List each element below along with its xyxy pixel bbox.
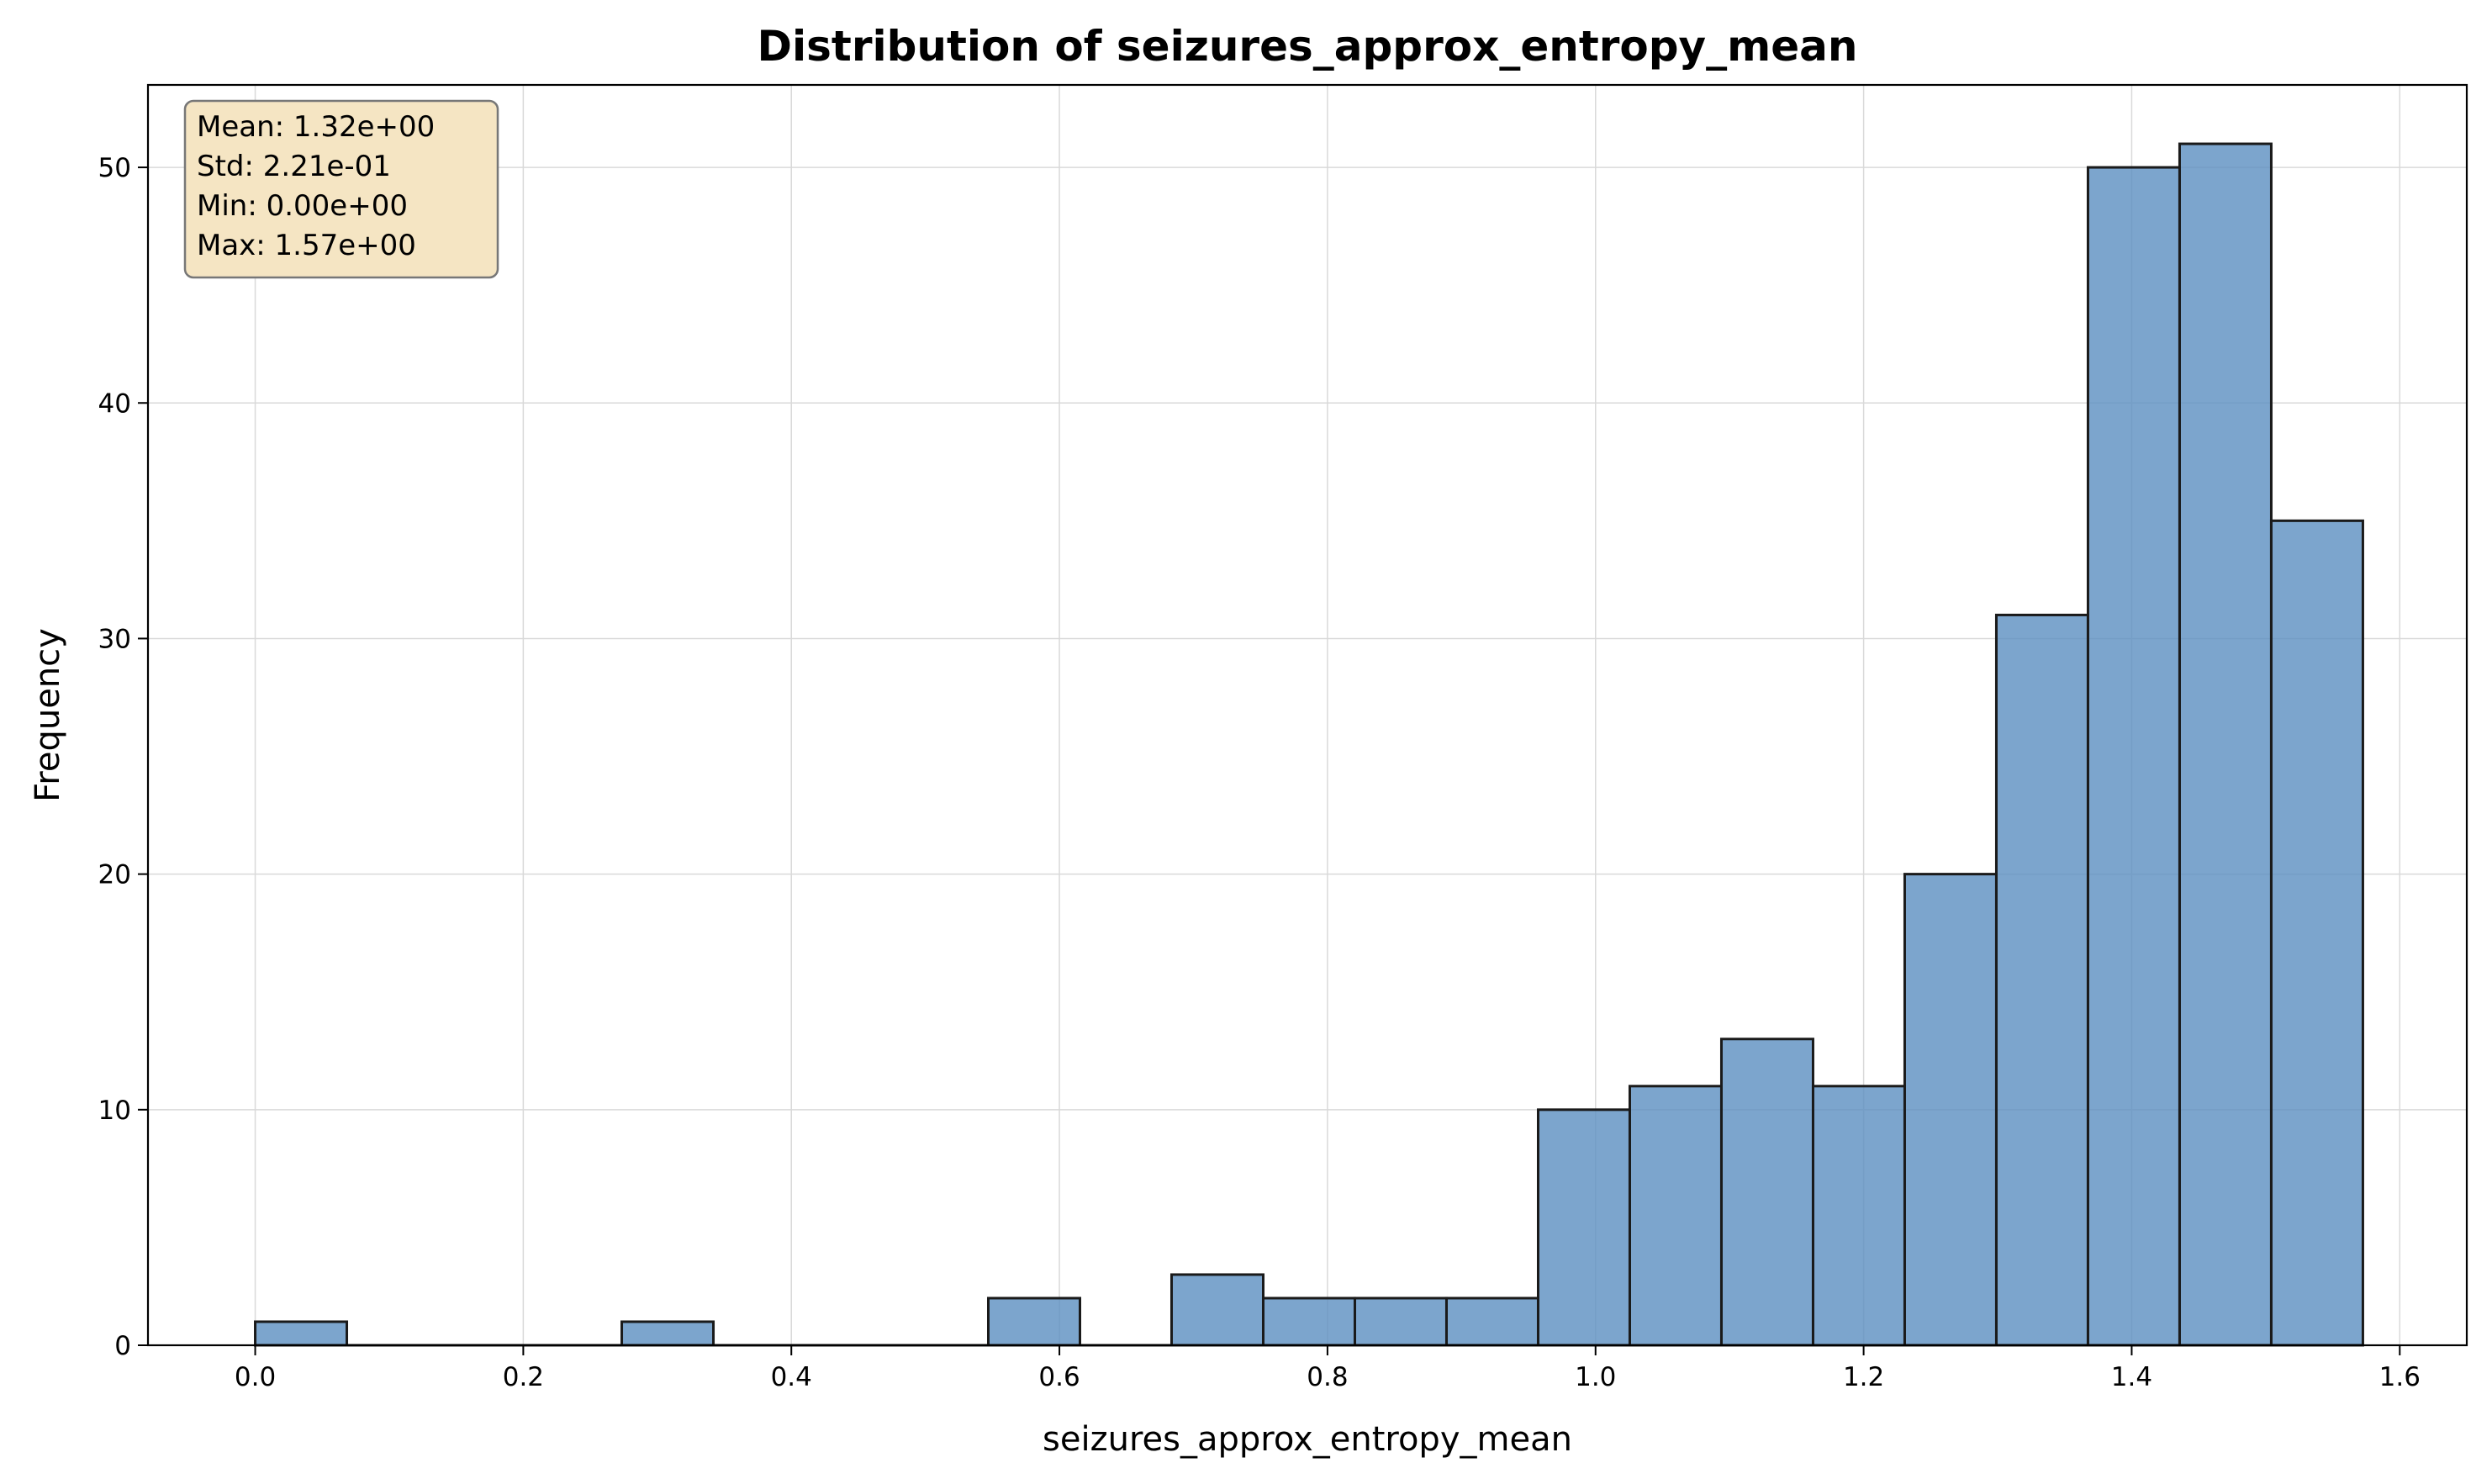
- y-axis-label: Frequency: [29, 628, 67, 802]
- stats-min: Min: 0.00e+00: [197, 189, 408, 223]
- stats-mean: Mean: 1.32e+00: [197, 110, 435, 144]
- histogram-bar: [2269, 519, 2364, 1347]
- histogram-bar: [1628, 1085, 1723, 1347]
- histogram-bar: [1353, 1297, 1448, 1347]
- x-tick-label: 0.2: [503, 1362, 544, 1392]
- stats-max: Max: 1.57e+00: [197, 229, 416, 262]
- x-tick-label: 1.4: [2111, 1362, 2152, 1392]
- histogram-bar: [1994, 613, 2089, 1347]
- histogram-bar: [1261, 1297, 1356, 1347]
- histogram-bar: [1536, 1108, 1631, 1347]
- x-tick-label: 0.8: [1307, 1362, 1348, 1392]
- y-axis-ticks: 0 10 20 30 40 50: [98, 153, 148, 1361]
- stats-box-background: [183, 99, 499, 279]
- histogram-bar: [1811, 1085, 1906, 1347]
- histogram-bar: [1444, 1297, 1539, 1347]
- x-tick-label: 0.0: [235, 1362, 276, 1392]
- histogram-bar: [254, 1320, 349, 1347]
- x-tick-label: 0.4: [771, 1362, 812, 1392]
- stats-box: Mean: 1.32e+00 Std: 2.21e-01 Min: 0.00e+…: [183, 99, 499, 279]
- x-axis-label: seizures_approx_entropy_mean: [1043, 1420, 1572, 1459]
- x-tick-label: 0.6: [1038, 1362, 1080, 1392]
- y-tick-label: 30: [98, 624, 131, 654]
- histogram-bar: [2086, 166, 2181, 1347]
- y-tick-label: 10: [98, 1096, 131, 1126]
- chart-title: Distribution of seizures_approx_entropy_…: [758, 22, 1858, 71]
- histogram-bars: [254, 142, 2364, 1347]
- y-tick-label: 0: [114, 1331, 131, 1361]
- histogram-bar: [1903, 873, 1998, 1347]
- x-tick-label: 1.0: [1575, 1362, 1616, 1392]
- y-tick-label: 40: [98, 388, 131, 419]
- stats-std: Std: 2.21e-01: [197, 150, 391, 183]
- plot-frame: [146, 83, 2468, 1347]
- x-tick-label: 1.2: [1843, 1362, 1884, 1392]
- histogram-bar: [2178, 142, 2273, 1347]
- y-tick-label: 20: [98, 860, 131, 890]
- y-tick-label: 50: [98, 153, 131, 183]
- histogram-bar: [1169, 1273, 1264, 1347]
- x-axis-ticks: 0.0 0.2 0.4 0.6 0.8 1.0 1.2 1.4 1.6: [235, 1345, 2421, 1392]
- histogram-bar: [620, 1320, 715, 1347]
- histogram-bar: [987, 1297, 1082, 1347]
- histogram-bar: [1719, 1038, 1814, 1347]
- x-tick-label: 1.6: [2379, 1362, 2421, 1392]
